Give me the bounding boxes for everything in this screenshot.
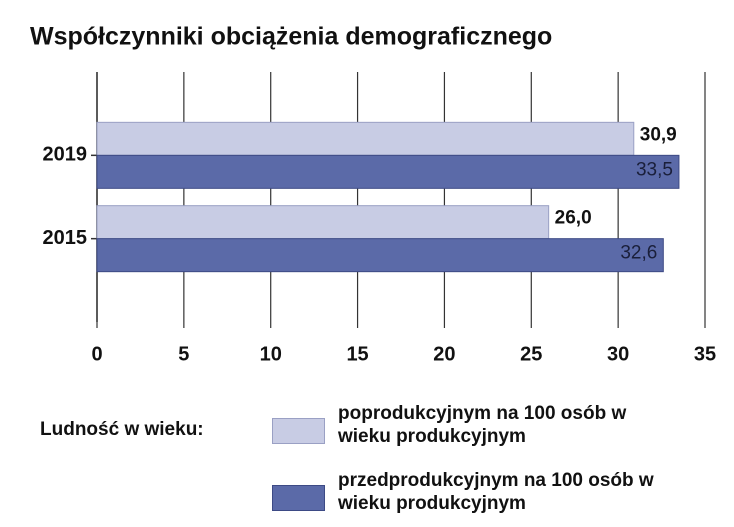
y-tick-label: 2019	[43, 144, 88, 166]
x-tick-label: 15	[346, 343, 368, 365]
data-label: 32,6	[620, 243, 657, 264]
legend-label: poprodukcyjnym na 100 osób w wieku produ…	[338, 403, 627, 447]
legend-label: przedprodukcyjnym na 100 osób w wieku pr…	[338, 470, 654, 514]
data-label: 33,5	[636, 159, 673, 180]
label-bg	[635, 124, 680, 147]
y-tick-label: 2015	[43, 227, 88, 249]
data-label: 30,9	[640, 124, 677, 145]
bar	[96, 121, 635, 156]
x-tick-label: 25	[520, 343, 542, 365]
bar	[96, 154, 680, 189]
label-bg	[550, 207, 595, 230]
chart-title: Współczynniki obciążenia demograficznego	[30, 23, 552, 51]
x-tick-label: 30	[607, 343, 629, 365]
x-tick-label: 10	[260, 343, 282, 365]
legend-title: Ludność w wieku:	[40, 419, 204, 440]
legend-swatch	[272, 485, 325, 511]
bar	[96, 205, 550, 240]
x-tick-label: 5	[178, 343, 189, 365]
x-tick-label: 35	[694, 343, 716, 365]
x-tick-label: 20	[433, 343, 455, 365]
legend-swatch	[272, 418, 325, 444]
data-label: 26,0	[555, 208, 592, 229]
bar	[96, 238, 664, 273]
x-tick-label: 0	[91, 343, 102, 365]
